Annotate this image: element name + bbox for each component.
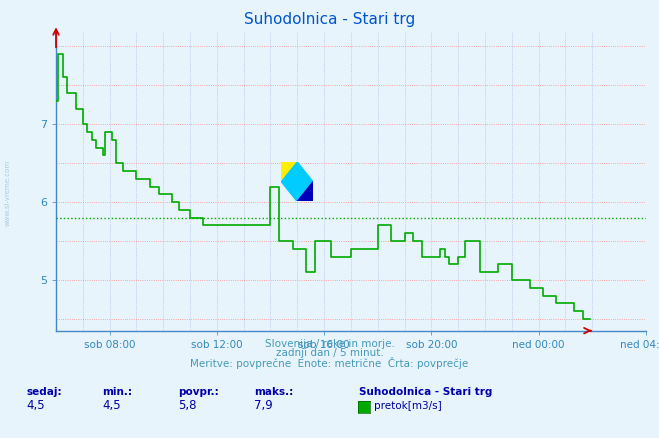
Text: 5,8: 5,8 bbox=[178, 399, 196, 412]
Text: Slovenija / reke in morje.: Slovenija / reke in morje. bbox=[264, 339, 395, 349]
Text: Suhodolnica - Stari trg: Suhodolnica - Stari trg bbox=[244, 12, 415, 27]
Text: 7,9: 7,9 bbox=[254, 399, 272, 412]
Polygon shape bbox=[281, 162, 313, 201]
Text: Suhodolnica - Stari trg: Suhodolnica - Stari trg bbox=[359, 387, 492, 397]
Text: zadnji dan / 5 minut.: zadnji dan / 5 minut. bbox=[275, 349, 384, 358]
Text: maks.:: maks.: bbox=[254, 387, 293, 397]
Text: sedaj:: sedaj: bbox=[26, 387, 62, 397]
Text: pretok[m3/s]: pretok[m3/s] bbox=[374, 402, 442, 411]
Text: Meritve: povprečne  Enote: metrične  Črta: povprečje: Meritve: povprečne Enote: metrične Črta:… bbox=[190, 357, 469, 369]
Text: www.si-vreme.com: www.si-vreme.com bbox=[5, 160, 11, 226]
Text: min.:: min.: bbox=[102, 387, 132, 397]
Text: 4,5: 4,5 bbox=[102, 399, 121, 412]
Text: povpr.:: povpr.: bbox=[178, 387, 219, 397]
Polygon shape bbox=[281, 162, 297, 182]
Text: 4,5: 4,5 bbox=[26, 399, 45, 412]
Polygon shape bbox=[297, 182, 313, 201]
